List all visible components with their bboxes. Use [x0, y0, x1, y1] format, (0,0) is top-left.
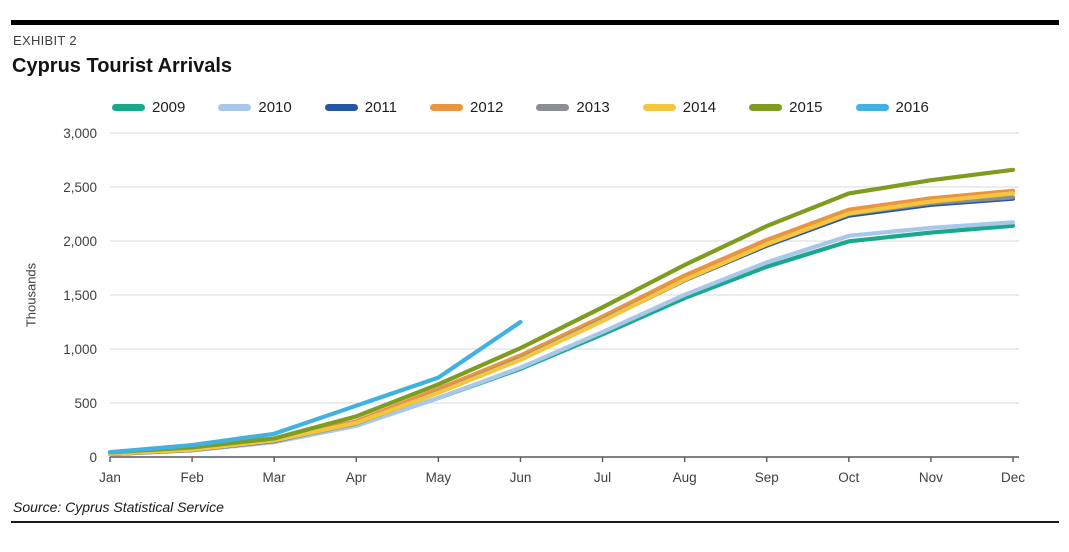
- legend-item-2013: 2013: [536, 99, 610, 116]
- y-tick-label-1500: 1,500: [63, 288, 97, 303]
- legend-item-2009: 2009: [112, 99, 185, 116]
- legend-swatch-2011: [324, 104, 358, 111]
- y-tick-label-2000: 2,000: [63, 234, 97, 249]
- series-line-2016: [107, 319, 523, 455]
- chart-canvas: 0 500 1,000 1,500 2,000 2,500 3,000 Jan Feb Mar Ap…: [63, 126, 1025, 485]
- x-tick-label-Oct: Oct: [838, 470, 859, 485]
- legend-label-2011: 2011: [364, 99, 398, 116]
- legend-item-2016: 2016: [855, 99, 929, 116]
- exhibit-label: EXHIBIT 2: [13, 33, 77, 48]
- y-tick-label-0: 0: [89, 450, 97, 465]
- legend-swatch-2014: [642, 104, 676, 111]
- chart-legend: 2009 2010 2011 2012 2013 2014 2015 2016: [112, 99, 929, 116]
- y-tick-label-1000: 1,000: [63, 342, 97, 357]
- legend-swatch-2010: [218, 104, 252, 111]
- y-tick-label-500: 500: [74, 396, 97, 411]
- bottom-rule: [11, 521, 1059, 523]
- source-note: Source: Cyprus Statistical Service: [13, 499, 224, 515]
- legend-label-2015: 2015: [789, 99, 823, 116]
- legend-swatch-2015: [749, 104, 783, 111]
- legend-item-2015: 2015: [749, 99, 823, 116]
- x-tick-label-Jan: Jan: [99, 470, 121, 485]
- x-tick-label-Apr: Apr: [346, 470, 368, 485]
- legend-item-2012: 2012: [430, 99, 503, 116]
- legend-swatch-2012: [430, 104, 464, 111]
- legend-label-2014: 2014: [682, 99, 717, 116]
- legend-item-2014: 2014: [642, 99, 717, 116]
- x-tick-label-May: May: [426, 470, 452, 485]
- x-tick-label-Feb: Feb: [180, 470, 203, 485]
- series-line-2015: [107, 167, 1016, 455]
- top-rule: [11, 20, 1059, 25]
- x-tick-label-Dec: Dec: [1001, 470, 1025, 485]
- x-tick-label-Jul: Jul: [594, 470, 611, 485]
- y-tick-label-3000: 3,000: [63, 126, 97, 141]
- legend-swatch-2009: [112, 104, 145, 111]
- legend-label-2013: 2013: [576, 99, 610, 116]
- line-chart: 0 500 1,000 1,500 2,000 2,500 3,000 Jan Feb Mar Ap…: [0, 118, 1069, 490]
- x-tick-label-Jun: Jun: [510, 470, 532, 485]
- x-tick-label-Mar: Mar: [263, 470, 287, 485]
- y-axis-title: Thousands: [23, 262, 39, 328]
- x-tick-label-Sep: Sep: [755, 470, 779, 485]
- legend-item-2010: 2010: [218, 99, 292, 116]
- page-title: Cyprus Tourist Arrivals: [12, 55, 233, 77]
- y-tick-label-2500: 2,500: [63, 180, 97, 195]
- x-tick-label-Aug: Aug: [673, 470, 697, 485]
- series-line-2012: [107, 188, 1016, 456]
- legend-swatch-2016: [855, 104, 889, 111]
- legend-item-2011: 2011: [324, 99, 398, 116]
- legend-label-2010: 2010: [258, 99, 292, 116]
- x-tick-label-Nov: Nov: [919, 470, 943, 485]
- legend-label-2012: 2012: [470, 99, 504, 116]
- legend-label-2009: 2009: [152, 99, 186, 116]
- legend-swatch-2013: [536, 104, 570, 111]
- legend-label-2016: 2016: [895, 99, 929, 116]
